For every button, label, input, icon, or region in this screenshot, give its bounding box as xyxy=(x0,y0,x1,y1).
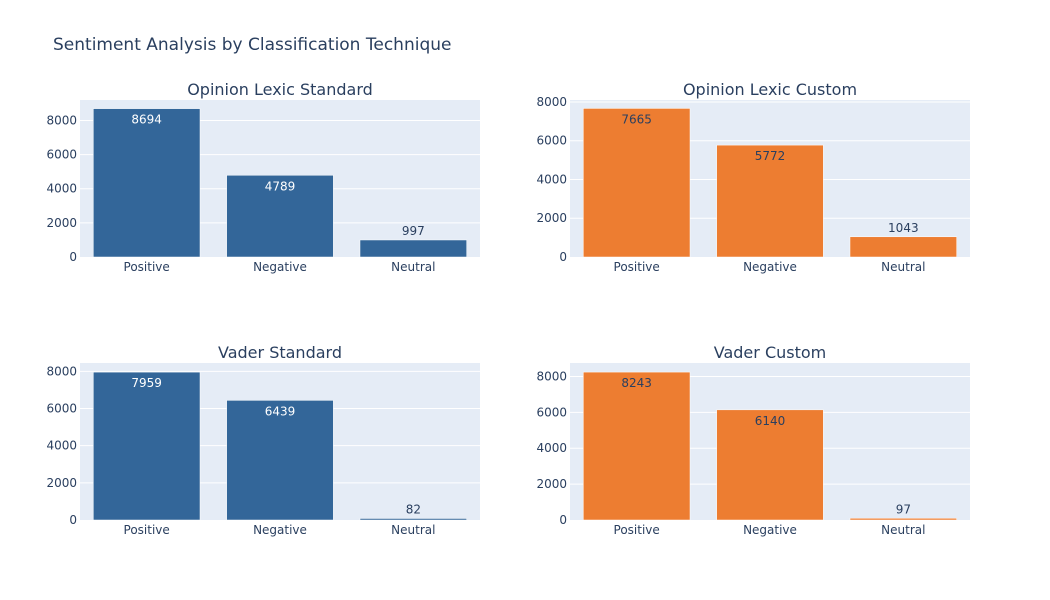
figure-title: Sentiment Analysis by Classification Tec… xyxy=(53,35,451,55)
y-tick-label: 6000 xyxy=(536,405,567,419)
y-tick-label: 0 xyxy=(69,513,77,527)
y-tick-label: 6000 xyxy=(46,148,77,162)
bar-value-label: 8694 xyxy=(131,113,162,127)
x-tick-label: Neutral xyxy=(391,523,435,537)
y-tick-label: 8000 xyxy=(536,369,567,383)
x-tick-label: Negative xyxy=(253,523,307,537)
bar-negative xyxy=(226,400,334,521)
x-tick-label: Positive xyxy=(614,523,660,537)
bar-positive xyxy=(583,371,691,521)
x-tick-label: Positive xyxy=(124,260,170,274)
bar-value-label: 5772 xyxy=(755,149,786,163)
subplot-3: 0 2000 4000 6000 8000 Vader Standard 7959 Posit… xyxy=(46,343,480,537)
bar-value-label: 6140 xyxy=(755,414,786,428)
bar-positive xyxy=(93,108,201,258)
y-tick-label: 4000 xyxy=(536,172,567,186)
y-tick-label: 0 xyxy=(559,513,567,527)
x-tick-label: Positive xyxy=(614,260,660,274)
y-tick-label: 6000 xyxy=(46,402,77,416)
x-tick-label: Neutral xyxy=(881,523,925,537)
y-tick-label: 2000 xyxy=(46,476,77,490)
bar-negative xyxy=(226,175,334,258)
bar-neutral xyxy=(359,518,467,521)
y-tick-label: 2000 xyxy=(536,211,567,225)
subplot-1: 0 2000 4000 6000 8000 Opinion Lexic Standard 8… xyxy=(46,80,480,274)
bar-value-label: 997 xyxy=(402,224,425,238)
subplot-title: Vader Custom xyxy=(714,343,826,362)
bar-value-label: 4789 xyxy=(265,179,296,193)
bar-positive xyxy=(583,108,691,258)
subplot-title: Vader Standard xyxy=(218,343,342,362)
bar-neutral xyxy=(849,236,957,258)
y-tick-label: 0 xyxy=(69,250,77,264)
subplot-title: Opinion Lexic Custom xyxy=(683,80,857,99)
subplot-grid: 0 2000 4000 6000 8000 Opinion Lexic Standard 8… xyxy=(46,80,970,537)
bar-neutral xyxy=(849,518,957,521)
x-tick-label: Negative xyxy=(253,260,307,274)
y-tick-label: 2000 xyxy=(46,216,77,230)
x-tick-label: Neutral xyxy=(391,260,435,274)
bar-negative xyxy=(716,409,824,521)
subplot-4: 0 2000 4000 6000 8000 Vader Custom 8243 Positiv… xyxy=(536,343,970,537)
y-tick-label: 8000 xyxy=(46,364,77,378)
bar-value-label: 7959 xyxy=(131,376,162,390)
bar-value-label: 6439 xyxy=(265,404,296,418)
x-tick-label: Neutral xyxy=(881,260,925,274)
bar-neutral xyxy=(359,239,467,258)
bar-value-label: 1043 xyxy=(888,221,919,235)
bar-value-label: 8243 xyxy=(621,376,652,390)
subplot-2: 0 2000 4000 6000 8000 Opinion Lexic Custom 766… xyxy=(536,80,970,274)
y-tick-label: 6000 xyxy=(536,134,567,148)
y-tick-label: 0 xyxy=(559,250,567,264)
bar-negative xyxy=(716,144,824,258)
y-tick-label: 4000 xyxy=(46,439,77,453)
bar-value-label: 97 xyxy=(896,502,911,516)
x-tick-label: Positive xyxy=(124,523,170,537)
x-tick-label: Negative xyxy=(743,523,797,537)
y-tick-label: 4000 xyxy=(46,182,77,196)
subplot-title: Opinion Lexic Standard xyxy=(187,80,373,99)
y-tick-label: 8000 xyxy=(536,95,567,109)
y-tick-label: 4000 xyxy=(536,441,567,455)
y-tick-label: 2000 xyxy=(536,477,567,491)
x-tick-label: Negative xyxy=(743,260,797,274)
bar-value-label: 82 xyxy=(406,502,421,516)
y-tick-label: 8000 xyxy=(46,113,77,127)
bar-value-label: 7665 xyxy=(621,112,652,126)
bar-positive xyxy=(93,371,201,521)
